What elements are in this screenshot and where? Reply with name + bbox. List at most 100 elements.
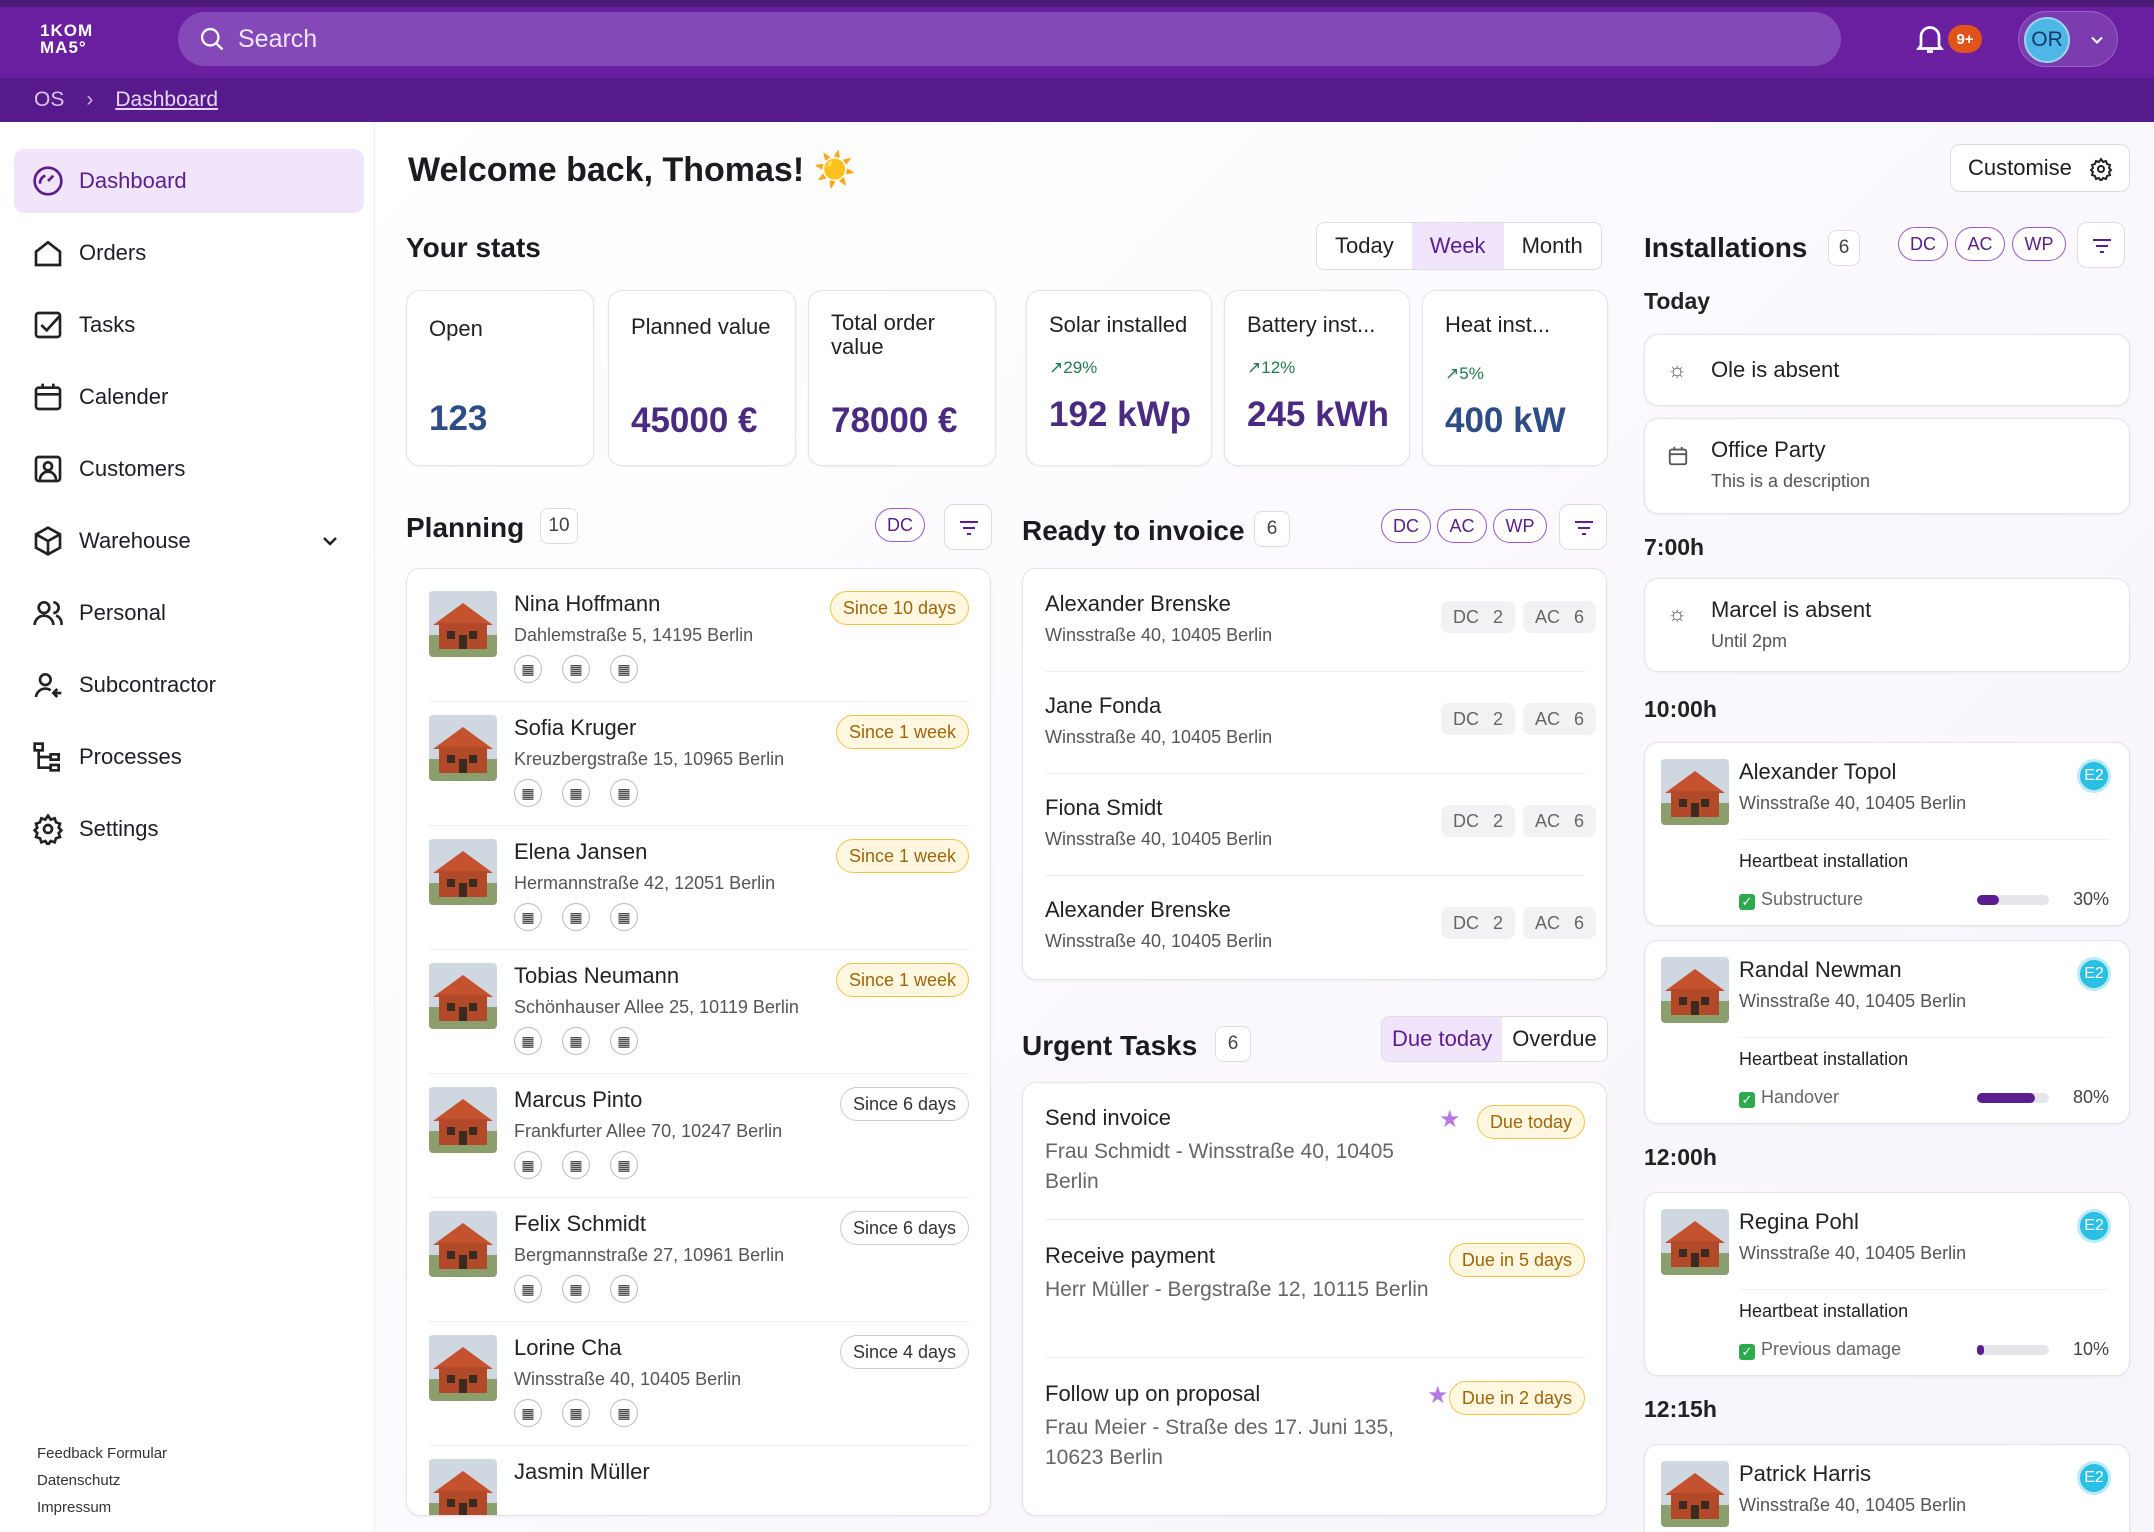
feedback-link[interactable]: Feedback Formular — [37, 1445, 168, 1462]
logo[interactable]: 1KOM MA5° — [40, 21, 94, 57]
planning-row[interactable]: Jasmin Müller — [429, 1459, 969, 1515]
tab-overdue[interactable]: Overdue — [1512, 1026, 1597, 1051]
tab-week[interactable]: Week — [1411, 223, 1504, 269]
sidebar-item-orders[interactable]: Orders — [14, 221, 364, 285]
installations-count: 6 — [1828, 230, 1860, 266]
invoice-filter-button[interactable] — [1559, 504, 1607, 550]
installation-card[interactable]: Alexander Topol Winsstraße 40, 10405 Berl… — [1644, 742, 2130, 926]
tab-month[interactable]: Month — [1521, 233, 1583, 258]
planning-row[interactable]: Nina Hoffmann Dahlemstraße 5, 14195 Berli… — [429, 591, 969, 715]
component-icons: ▦ ▦ ▦ — [514, 1275, 638, 1303]
component-icons: ▦ ▦ ▦ — [514, 655, 638, 683]
sidebar-item-personal[interactable]: Personal — [14, 581, 364, 645]
breadcrumb-current[interactable]: Dashboard — [115, 88, 219, 111]
invoice-tag-dc[interactable]: DC — [1381, 509, 1431, 543]
task-row[interactable]: Send invoice Frau Schmidt - Winsstraße 40… — [1045, 1105, 1585, 1215]
flow-icon — [33, 742, 60, 772]
planning-row[interactable]: Sofia Kruger Kreuzbergstraße 15, 10965 Be… — [429, 715, 969, 839]
imprint-link[interactable]: Impressum — [37, 1499, 112, 1516]
customer-address: Winsstraße 40, 10405 Berlin — [1045, 727, 1273, 747]
row-divider — [1045, 1219, 1585, 1220]
planning-row[interactable]: Elena Jansen Hermannstraße 42, 12051 Berl… — [429, 839, 969, 963]
star-icon[interactable]: ★ — [1427, 1382, 1449, 1409]
sidebar-item-customers[interactable]: Customers — [14, 437, 364, 501]
installations-tag-wp[interactable]: WP — [2012, 227, 2066, 261]
sidebar-item-processes[interactable]: Processes — [14, 725, 364, 789]
row-divider — [429, 1445, 969, 1446]
house-thumbnail — [429, 839, 497, 905]
row-divider — [1045, 1357, 1585, 1358]
privacy-link[interactable]: Datenschutz — [37, 1472, 121, 1489]
urgent-tabs: Due today Overdue — [1381, 1016, 1608, 1062]
planning-row[interactable]: Felix Schmidt Bergmannstraße 27, 10961 Be… — [429, 1211, 969, 1335]
progress-fill — [1977, 1093, 2035, 1103]
planning-tag-dc[interactable]: DC — [875, 508, 925, 542]
sidebar-item-calender[interactable]: Calender — [14, 365, 364, 429]
progress-bar — [1977, 895, 2049, 905]
stat-card-total-order-value[interactable]: Total order value 78000 € — [808, 290, 996, 466]
planning-row[interactable]: Lorine Cha Winsstraße 40, 10405 Berlin ▦ ▦ ▦… — [429, 1335, 969, 1459]
panel-icon: ▦ — [562, 1399, 590, 1427]
sun-emoji: ☀️ — [813, 151, 856, 189]
star-icon[interactable]: ★ — [1439, 1106, 1461, 1133]
stat-card-planned-value[interactable]: Planned value 45000 € — [608, 290, 796, 466]
stats-period-tabs: Today Week Month — [1316, 222, 1602, 270]
user-menu[interactable]: OR — [2018, 11, 2118, 67]
installations-tag-ac[interactable]: AC — [1955, 227, 2005, 261]
planning-filter-button[interactable] — [944, 504, 992, 550]
installation-card[interactable]: Patrick Harris Winsstraße 40, 10405 Berli… — [1644, 1444, 2130, 1532]
customer-name: Alexander Brenske — [1045, 591, 1231, 616]
invoice-tag-wp[interactable]: WP — [1493, 509, 1547, 543]
invoice-tag-ac[interactable]: AC — [1437, 509, 1487, 543]
absence-card[interactable]: ☼ Ole is absent — [1644, 334, 2130, 406]
invoice-list: Alexander Brenske Winsstraße 40, 10405 Be… — [1022, 568, 1607, 980]
sidebar-item-tasks[interactable]: Tasks — [14, 293, 364, 357]
installations-filter-button[interactable] — [2077, 222, 2125, 268]
customer-name: Regina Pohl — [1739, 1209, 1859, 1234]
panel-icon: ▦ — [562, 903, 590, 931]
gear-icon — [2089, 157, 2113, 181]
sidebar-item-warehouse[interactable]: Warehouse — [14, 509, 364, 573]
search-input[interactable]: Search — [178, 12, 1841, 66]
panel-icon: ▦ — [514, 655, 542, 683]
planning-list: Nina Hoffmann Dahlemstraße 5, 14195 Berli… — [406, 568, 991, 1516]
installation-card[interactable]: Randal Newman Winsstraße 40, 10405 Berlin… — [1644, 940, 2130, 1124]
planning-row[interactable]: Tobias Neumann Schönhauser Allee 25, 1011… — [429, 963, 969, 1087]
task-row[interactable]: Follow up on proposal Frau Meier - Straße… — [1045, 1381, 1585, 1491]
installation-card[interactable]: Regina Pohl Winsstraße 40, 10405 Berlin E2… — [1644, 1192, 2130, 1376]
panel-icon: ▦ — [610, 1151, 638, 1179]
invoice-row[interactable]: Alexander Brenske Winsstraße 40, 10405 Be… — [1045, 591, 1597, 693]
stat-card-battery[interactable]: Battery inst... ↗12% 245 kWh — [1224, 290, 1410, 466]
sidebar-item-subcontractor[interactable]: Subcontractor — [14, 653, 364, 717]
invoice-row[interactable]: Jane Fonda Winsstraße 40, 10405 Berlin DC 2… — [1045, 693, 1597, 795]
planning-row[interactable]: Marcus Pinto Frankfurter Allee 70, 10247 … — [429, 1087, 969, 1211]
time-slot: 10:00h — [1644, 696, 1717, 722]
customise-button[interactable]: Customise — [1950, 144, 2130, 192]
bell-icon[interactable] — [1912, 20, 1948, 56]
chevron-down-icon[interactable] — [318, 529, 342, 553]
stat-card-solar[interactable]: Solar installed ↗29% 192 kWp — [1026, 290, 1212, 466]
tab-due-today[interactable]: Due today — [1382, 1017, 1503, 1061]
task-row[interactable]: Receive payment Herr Müller - Bergstraße … — [1045, 1243, 1585, 1353]
absence-card[interactable]: ☼ Marcel is absent Until 2pm — [1644, 578, 2130, 672]
installations-title: Installations — [1644, 232, 1808, 263]
customer-address: Winsstraße 40, 10405 Berlin — [1739, 793, 1967, 813]
invoice-row[interactable]: Fiona Smidt Winsstraße 40, 10405 Berlin DC… — [1045, 795, 1597, 897]
sidebar-item-settings[interactable]: Settings — [14, 797, 364, 861]
progress-bar — [1977, 1093, 2049, 1103]
tab-today[interactable]: Today — [1335, 233, 1394, 258]
installations-tag-dc[interactable]: DC — [1898, 227, 1948, 261]
event-card-office-party[interactable]: Office Party This is a description — [1644, 418, 2130, 514]
customer-name: Jasmin Müller — [514, 1459, 650, 1484]
assignee-badge: E2 — [2077, 759, 2111, 793]
stat-card-heat[interactable]: Heat inst... ↗5% 400 kW — [1422, 290, 1608, 466]
filter-icon — [2093, 239, 2111, 253]
customer-address: Winsstraße 40, 10405 Berlin — [1045, 829, 1273, 849]
breadcrumb-root[interactable]: OS — [34, 88, 65, 111]
ac-count-pill: AC 6 — [1523, 601, 1597, 633]
invoice-row[interactable]: Alexander Brenske Winsstraße 40, 10405 Be… — [1045, 897, 1597, 999]
sidebar-item-dashboard[interactable]: Dashboard — [14, 149, 364, 213]
panel-icon: ▦ — [514, 1027, 542, 1055]
stat-card-open[interactable]: Open 123 — [406, 290, 594, 466]
component-icons: ▦ ▦ ▦ — [514, 779, 638, 807]
